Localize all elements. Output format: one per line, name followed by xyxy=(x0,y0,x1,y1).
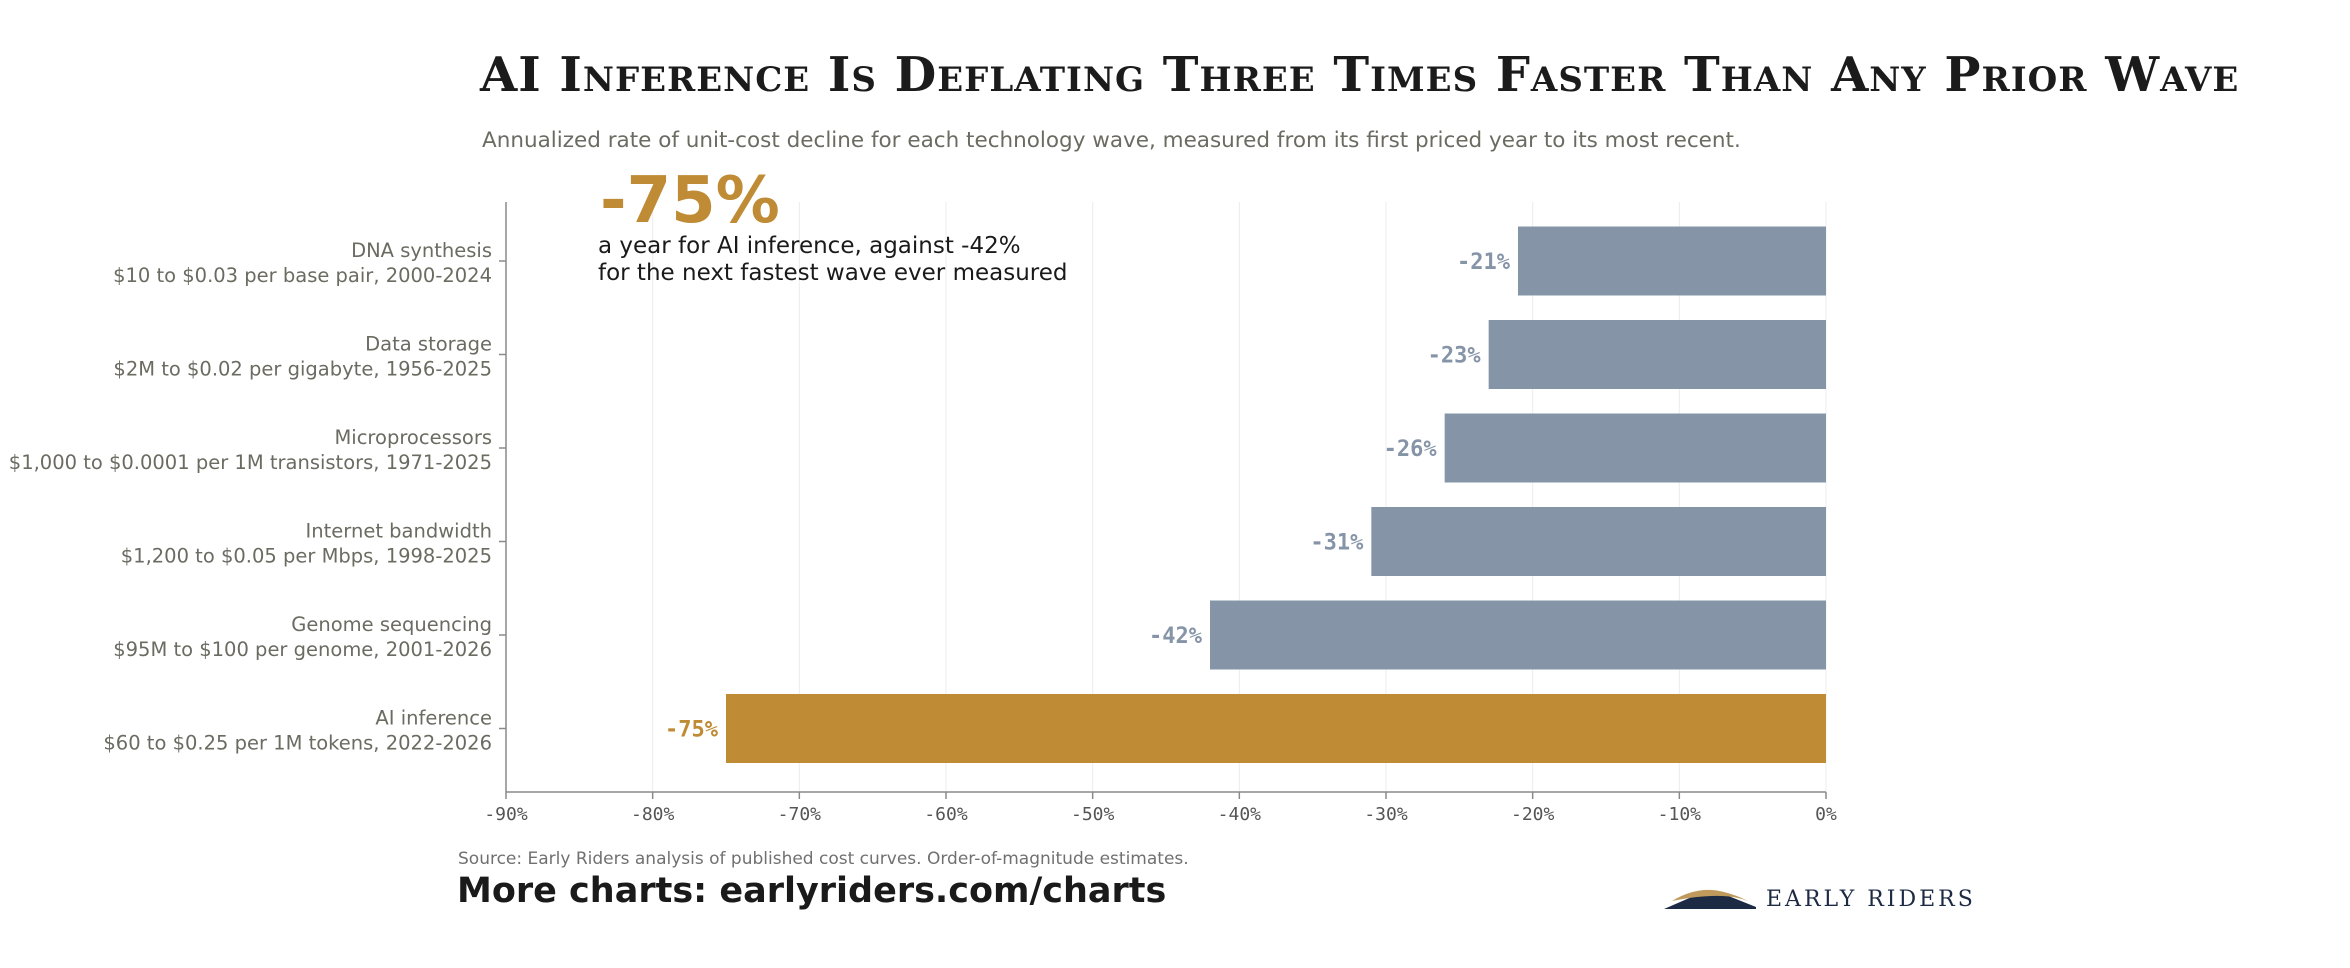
category-labels: DNA synthesis$10 to $0.03 per base pair,… xyxy=(9,239,506,755)
category-detail: $95M to $100 per genome, 2001-2026 xyxy=(113,638,492,661)
category-name: DNA synthesis xyxy=(351,239,492,262)
chart-title: AI Inference Is Deflating Three Times Fa… xyxy=(480,47,2240,103)
chart-subtitle: Annualized rate of unit-cost decline for… xyxy=(482,128,1741,153)
x-tick-label: 0% xyxy=(1815,804,1837,825)
axes xyxy=(505,202,1826,793)
x-tick-label: -20% xyxy=(1511,804,1555,825)
x-tick-label: -80% xyxy=(631,804,675,825)
bar xyxy=(1210,600,1826,670)
category-detail: $1,000 to $0.0001 per 1M transistors, 19… xyxy=(9,451,492,474)
annotation-line-1: a year for AI inference, against -42% xyxy=(598,233,1021,259)
bar xyxy=(726,694,1826,763)
bar xyxy=(1444,413,1826,483)
data-label: -42% xyxy=(1149,624,1203,649)
bar xyxy=(1488,320,1826,389)
x-tick-label: -40% xyxy=(1218,804,1262,825)
x-tick-label: -50% xyxy=(1071,804,1115,825)
more-charts-link[interactable]: More charts: earlyriders.com/charts xyxy=(457,871,1167,911)
grid-lines xyxy=(652,202,1827,792)
x-tick-label: -10% xyxy=(1658,804,1702,825)
category-detail: $10 to $0.03 per base pair, 2000-2024 xyxy=(113,264,492,287)
annotation-line-2: for the next fastest wave ever measured xyxy=(598,260,1067,286)
bar xyxy=(1371,507,1826,576)
mountain-logo-icon xyxy=(1664,889,1756,909)
value-labels: -21% -23% -26% -31% -42% -75% xyxy=(665,250,1511,743)
data-label: -75% xyxy=(665,718,719,743)
x-tick-label: -90% xyxy=(484,804,528,825)
data-label: -23% xyxy=(1428,344,1482,369)
early-riders-logo: EARLY RIDERS xyxy=(1664,883,1973,919)
x-tick-label: -60% xyxy=(924,804,968,825)
bars xyxy=(726,226,1826,763)
x-axis-ticks: -90% -80% -70% -60% -50% -40% -30% -20% -10% 0% xyxy=(484,792,1837,825)
category-detail: $2M to $0.02 per gigabyte, 1956-2025 xyxy=(113,358,492,381)
data-label: -21% xyxy=(1457,250,1511,275)
annotation-value: -75% xyxy=(600,164,780,238)
category-name: Microprocessors xyxy=(334,426,492,449)
category-name: AI inference xyxy=(375,707,492,730)
category-name: Data storage xyxy=(365,333,492,356)
source-note: Source: Early Riders analysis of publish… xyxy=(458,849,1189,869)
annotation: -75% a year for AI inference, against -4… xyxy=(598,164,1067,286)
data-label: -26% xyxy=(1384,437,1438,462)
x-tick-label: -70% xyxy=(778,804,822,825)
x-tick-label: -30% xyxy=(1364,804,1408,825)
category-detail: $1,200 to $0.05 per Mbps, 1998-2025 xyxy=(121,545,492,568)
category-name: Internet bandwidth xyxy=(306,520,492,543)
bar xyxy=(1518,226,1826,296)
data-label: -31% xyxy=(1310,531,1364,556)
category-detail: $60 to $0.25 per 1M tokens, 2022-2026 xyxy=(103,732,492,755)
logo-text: EARLY RIDERS xyxy=(1766,887,1976,912)
category-name: Genome sequencing xyxy=(291,613,492,636)
